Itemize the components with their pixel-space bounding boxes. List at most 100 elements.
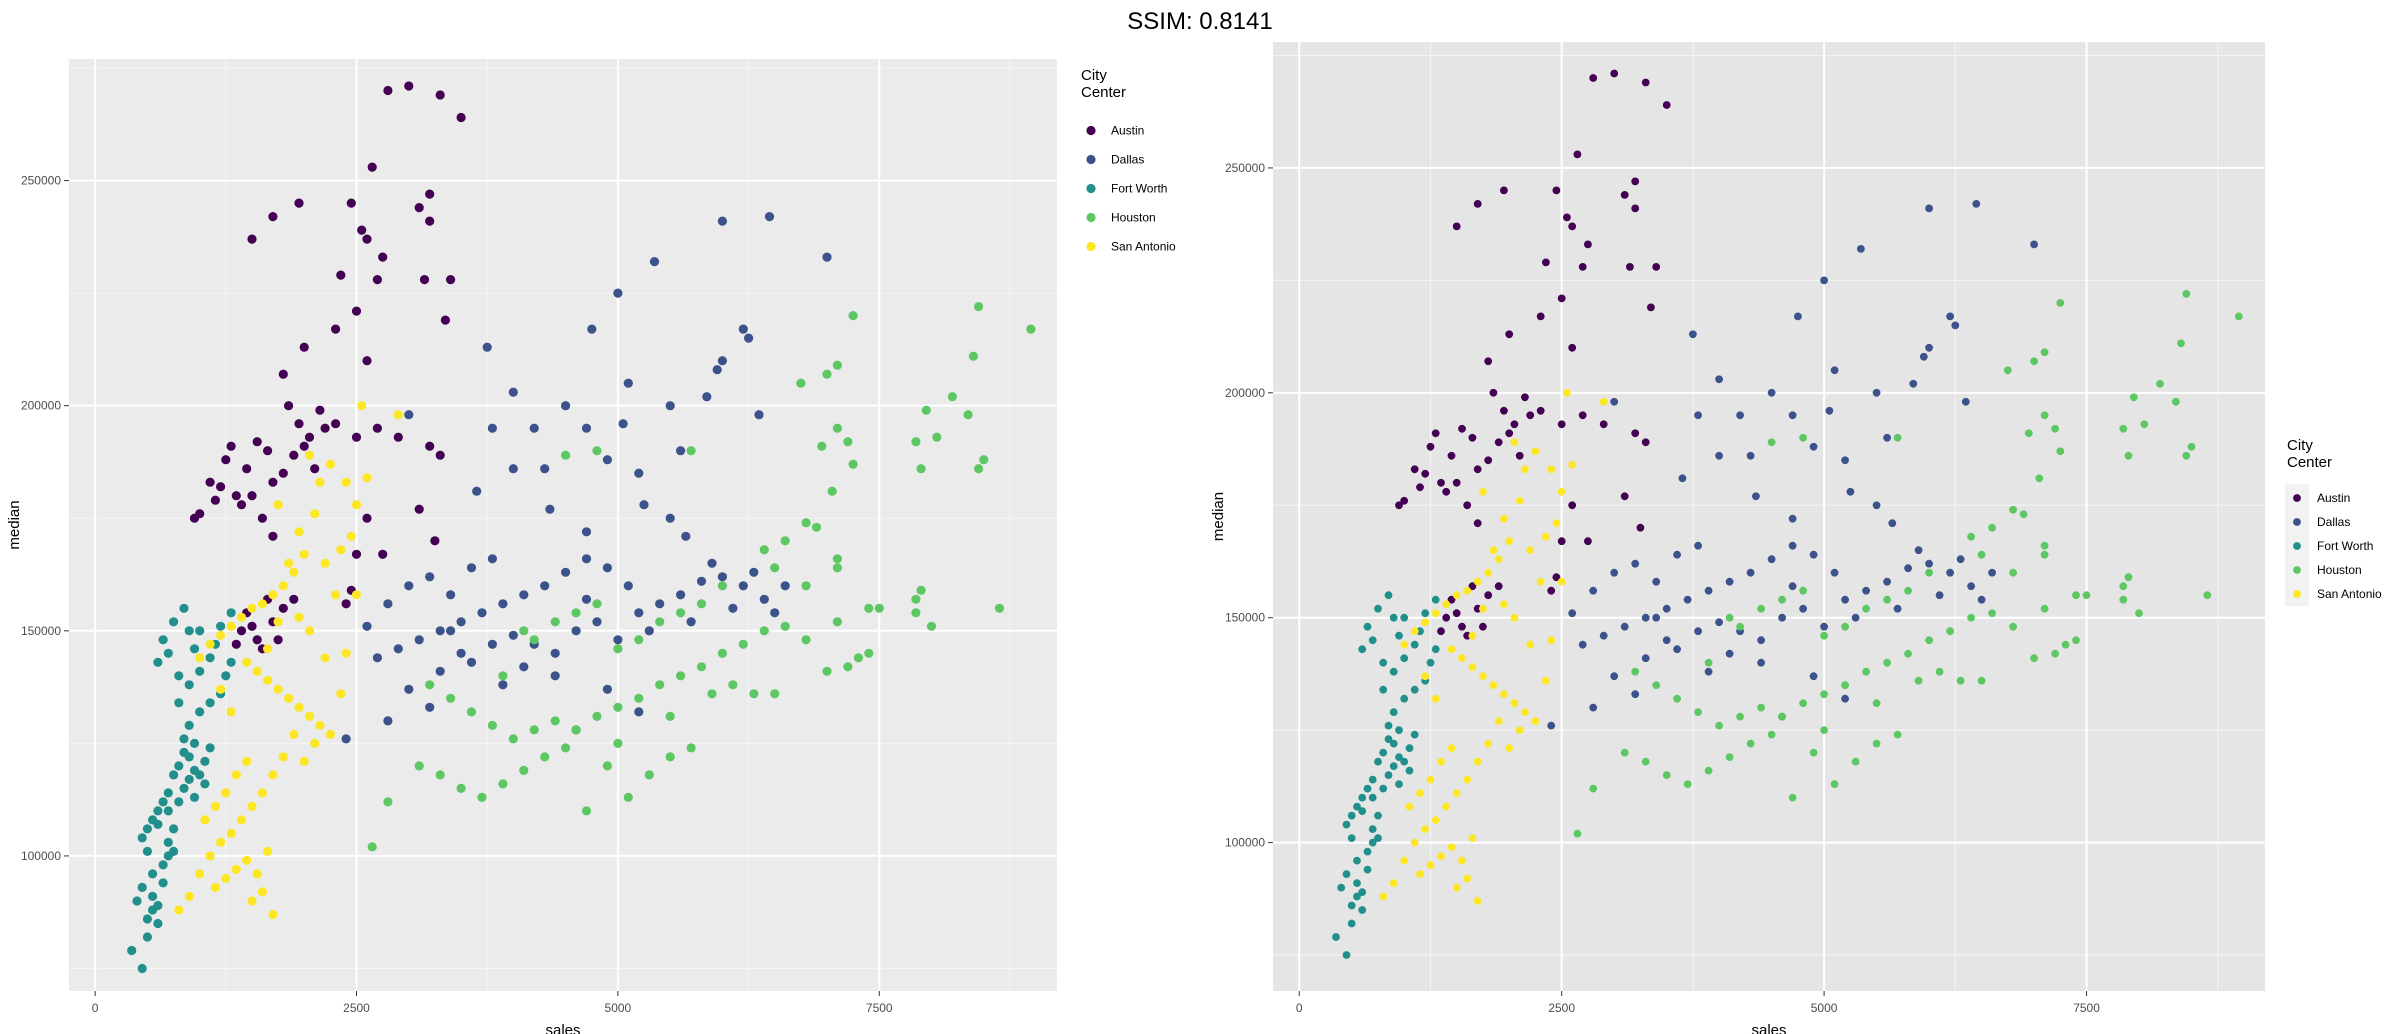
data-point: [649, 257, 660, 267]
data-point: [221, 873, 231, 884]
data-point: [508, 734, 518, 744]
data-point: [268, 531, 278, 541]
y-tick-label: 100000: [21, 849, 61, 863]
data-point: [289, 450, 299, 460]
data-point: [1421, 618, 1430, 627]
legend-key-fort-worth: [2293, 542, 2301, 550]
data-point: [1437, 852, 1445, 860]
data-point: [2040, 541, 2049, 550]
series-san-antonio: [1379, 388, 1608, 905]
data-point: [184, 891, 194, 902]
data-point: [1494, 717, 1503, 725]
data-point: [1463, 586, 1472, 595]
data-point: [676, 671, 686, 681]
data-point: [1557, 294, 1566, 303]
data-point: [843, 662, 853, 672]
data-point: [336, 545, 346, 555]
data-point: [284, 401, 294, 411]
data-point: [864, 603, 874, 613]
data-point: [665, 711, 675, 722]
data-point: [1437, 757, 1445, 766]
data-point: [1704, 766, 1713, 775]
data-point: [425, 189, 435, 199]
data-point: [210, 801, 220, 812]
data-point: [1568, 609, 1577, 618]
data-point: [1526, 411, 1535, 420]
data-point: [1547, 465, 1556, 474]
data-point: [947, 392, 958, 402]
data-point: [1463, 775, 1472, 784]
data-point: [822, 369, 832, 379]
data-point: [1515, 451, 1524, 460]
data-point: [832, 563, 843, 573]
data-point: [1342, 951, 1351, 959]
data-point: [226, 828, 236, 839]
series-houston: [1573, 290, 2243, 838]
data-point: [226, 608, 236, 618]
data-point: [1500, 600, 1508, 609]
data-point: [1568, 343, 1577, 352]
data-point: [435, 666, 445, 676]
data-point: [1400, 757, 1409, 766]
data-point: [1410, 627, 1419, 636]
data-point: [1830, 366, 1839, 375]
data-point: [1862, 604, 1870, 613]
data-point: [1489, 546, 1498, 555]
data-point: [205, 653, 215, 663]
data-point: [2124, 451, 2133, 460]
data-point: [1631, 690, 1640, 699]
data-point: [1820, 276, 1828, 285]
data-point: [1909, 379, 1918, 388]
data-point: [216, 630, 226, 640]
data-point: [142, 846, 152, 857]
data-point: [1363, 847, 1372, 856]
data-point: [1715, 618, 1723, 627]
data-point: [1468, 631, 1477, 640]
data-point: [1384, 771, 1393, 779]
data-point: [979, 455, 989, 465]
data-point: [1725, 753, 1734, 761]
data-point: [1547, 636, 1556, 645]
data-point: [320, 558, 330, 568]
data-point: [153, 918, 163, 929]
data-point: [822, 666, 832, 676]
data-point: [1767, 438, 1776, 447]
data-point: [1405, 766, 1414, 775]
data-point: [2051, 649, 2060, 658]
data-point: [179, 734, 189, 744]
data-point: [1494, 555, 1503, 564]
data-point: [1662, 101, 1671, 109]
data-point: [2030, 240, 2038, 249]
data-point: [848, 311, 858, 321]
series-dallas: [1547, 200, 2038, 730]
data-point: [2019, 510, 2028, 519]
data-point: [1531, 447, 1540, 456]
data-point: [1704, 586, 1713, 595]
data-point: [1647, 303, 1655, 312]
data-point: [1431, 595, 1440, 604]
data-point: [581, 806, 592, 816]
data-point: [1368, 793, 1377, 802]
data-point: [142, 824, 152, 834]
data-point: [362, 356, 372, 366]
data-point: [216, 621, 226, 631]
data-point: [1888, 519, 1897, 528]
data-point: [592, 617, 602, 627]
data-point: [1447, 645, 1456, 654]
data-point: [1589, 703, 1598, 712]
data-point: [1437, 627, 1445, 636]
data-point: [1431, 429, 1440, 438]
data-point: [320, 653, 330, 663]
data-point: [278, 752, 288, 762]
data-point: [1715, 451, 1723, 460]
x-axis-title: sales: [545, 1022, 580, 1034]
data-point: [681, 531, 691, 541]
data-point: [257, 887, 267, 897]
data-point: [351, 549, 362, 559]
data-point: [963, 410, 973, 420]
data-point: [137, 963, 147, 974]
data-point: [1872, 388, 1881, 397]
data-point: [184, 774, 194, 785]
data-point: [1342, 870, 1351, 878]
data-point: [592, 599, 602, 609]
